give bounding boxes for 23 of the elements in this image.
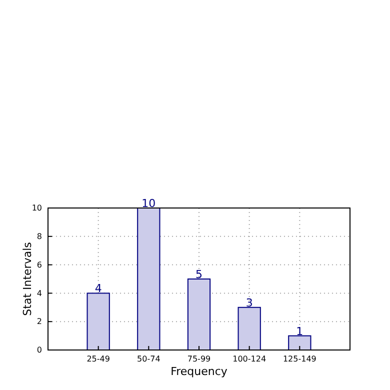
y-tick-label: 6	[36, 260, 42, 270]
x-tick-label: 25-49	[86, 354, 110, 364]
bar	[137, 208, 160, 350]
x-tick-label: 50-74	[137, 354, 160, 364]
data-label: 1	[296, 324, 304, 338]
x-tick-label: 75-99	[187, 354, 211, 364]
data-label: 3	[246, 296, 253, 310]
data-label: 4	[94, 282, 102, 296]
x-tick-label: 100-124	[232, 354, 266, 364]
data-label: 10	[142, 197, 156, 210]
y-tick-label: 4	[36, 288, 42, 298]
x-axis-title: Frequency	[170, 365, 228, 378]
y-tick-label: 8	[36, 232, 42, 241]
bar	[86, 292, 110, 350]
bar	[238, 306, 261, 350]
bar	[187, 278, 211, 350]
y-tick-label: 10	[32, 204, 42, 213]
x-tick-label: 125-149	[282, 354, 316, 364]
y-axis-title: Stat Intervals	[21, 242, 34, 316]
data-label: 5	[196, 268, 202, 281]
bar	[288, 335, 312, 350]
y-tick-label: 0	[36, 346, 42, 355]
y-tick-label: 2	[36, 317, 42, 326]
